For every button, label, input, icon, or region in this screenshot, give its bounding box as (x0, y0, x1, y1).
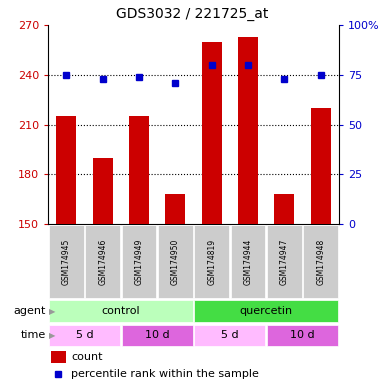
Bar (303, 225, 338, 298)
Text: GDS3032 / 221725_at: GDS3032 / 221725_at (116, 7, 269, 21)
Text: count: count (71, 352, 103, 362)
Bar (85, 225, 120, 298)
Text: GSM174947: GSM174947 (280, 238, 289, 285)
Text: GSM174945: GSM174945 (62, 238, 71, 285)
Bar (56, 116, 76, 224)
Text: time: time (21, 330, 46, 341)
Text: ▶: ▶ (49, 331, 55, 340)
Bar (122, 324, 193, 346)
Text: ▶: ▶ (49, 307, 55, 316)
Bar (129, 116, 149, 224)
Text: percentile rank within the sample: percentile rank within the sample (71, 369, 259, 379)
Bar (194, 225, 229, 298)
Bar (202, 41, 222, 224)
Bar (238, 36, 258, 224)
Bar (49, 324, 120, 346)
Bar (267, 225, 302, 298)
Bar (51, 351, 65, 363)
Text: GSM174819: GSM174819 (207, 238, 216, 285)
Text: 5 d: 5 d (75, 330, 93, 341)
Bar (49, 300, 193, 322)
Bar (274, 194, 294, 224)
Bar (311, 108, 331, 224)
Bar (93, 158, 113, 224)
Text: quercetin: quercetin (239, 306, 293, 316)
Text: GSM174950: GSM174950 (171, 238, 180, 285)
Text: 10 d: 10 d (290, 330, 315, 341)
Text: GSM174948: GSM174948 (316, 238, 325, 285)
Text: control: control (102, 306, 140, 316)
Bar (194, 324, 265, 346)
Bar (267, 324, 338, 346)
Text: 5 d: 5 d (221, 330, 239, 341)
Bar (194, 300, 338, 322)
Bar (165, 194, 185, 224)
Bar (231, 225, 265, 298)
Bar (122, 225, 156, 298)
Text: GSM174946: GSM174946 (98, 238, 107, 285)
Bar (49, 225, 84, 298)
Text: 10 d: 10 d (145, 330, 169, 341)
Text: agent: agent (14, 306, 46, 316)
Text: GSM174944: GSM174944 (243, 238, 253, 285)
Bar (158, 225, 193, 298)
Text: GSM174949: GSM174949 (134, 238, 144, 285)
